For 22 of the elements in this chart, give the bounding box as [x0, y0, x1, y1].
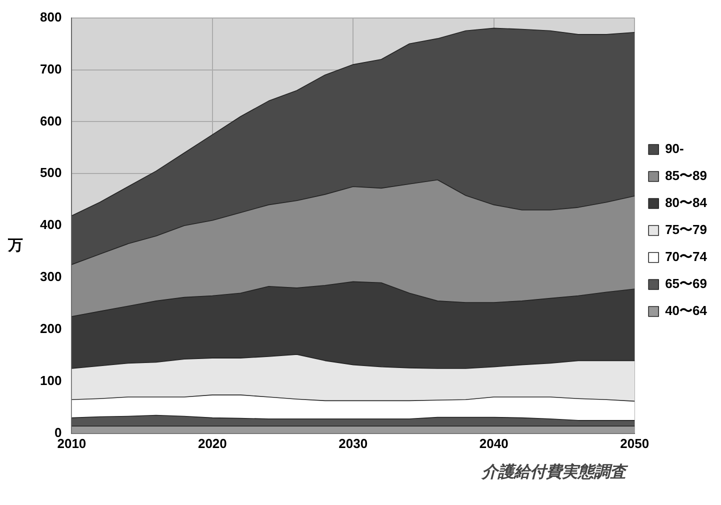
y-axis-title: 万 [8, 236, 23, 255]
y-tick-label: 400 [40, 217, 62, 232]
y-tick-label: 800 [40, 9, 62, 24]
legend-label: 85〜89 [665, 168, 707, 184]
y-tick-label: 300 [40, 269, 62, 284]
y-tick-label: 600 [40, 113, 62, 128]
y-tick-label: 100 [40, 373, 62, 388]
x-tick-label: 2020 [198, 436, 227, 451]
y-tick-label: 200 [40, 321, 62, 336]
legend-label: 65〜69 [665, 276, 707, 292]
text: 介護給付費実態調査 [482, 462, 626, 483]
legend-label: 40〜64 [665, 303, 708, 318]
legend-label: 70〜74 [665, 249, 708, 264]
x-tick-label: 2030 [338, 436, 368, 451]
y-tick-label: 700 [40, 61, 62, 76]
x-tick-label: 2050 [620, 436, 650, 451]
legend-label: 90- [665, 141, 684, 156]
x-tick-label: 2040 [479, 436, 508, 451]
y-tick-label: 500 [40, 165, 62, 180]
legend-label: 75〜79 [665, 222, 707, 238]
y-tick-label: 0 [54, 424, 62, 440]
legend-label: 80〜84 [665, 195, 708, 210]
